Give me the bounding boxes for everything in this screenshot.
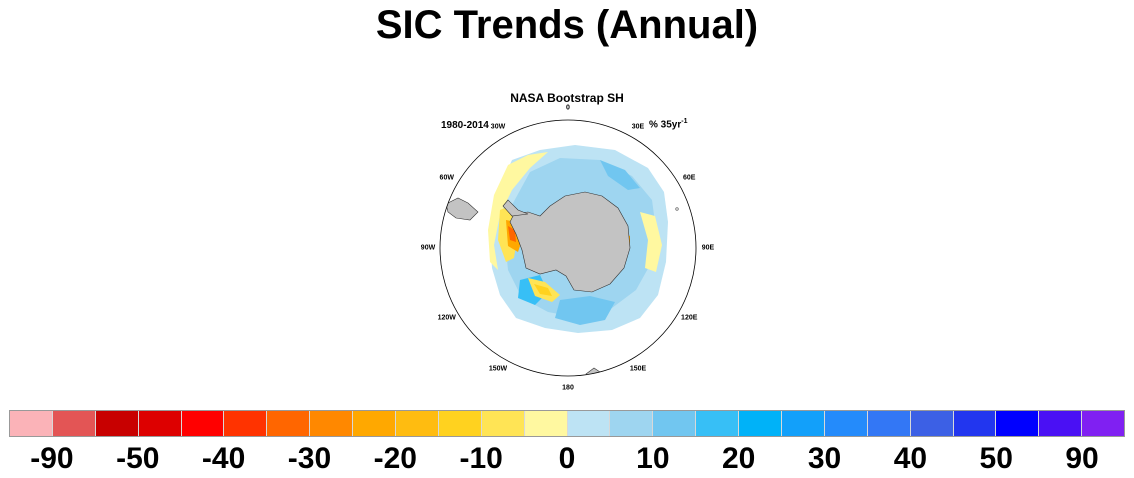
- antarctic-peninsula: [502, 199, 529, 217]
- colorbar-swatch: [1082, 411, 1125, 436]
- colorbar-swatch: [567, 411, 611, 436]
- longitude-label: 180: [562, 384, 574, 392]
- colorbar-swatch: [1039, 411, 1083, 436]
- south-america-landmass: [445, 197, 479, 221]
- colorbar-tick-label: 20: [722, 442, 756, 475]
- sea-ice-trend-area: [555, 296, 615, 325]
- colorbar-swatch: [782, 411, 825, 436]
- colorbar-swatch: [438, 411, 482, 436]
- sea-ice-trend-area: [600, 160, 640, 190]
- antarctica-landmass: [509, 191, 631, 293]
- colorbar-swatch: [953, 411, 997, 436]
- longitude-label: 0: [566, 104, 570, 112]
- colorbar-swatch: [481, 411, 525, 436]
- units-base: % 35yr: [649, 119, 682, 131]
- colorbar-tick-label: 90: [1065, 442, 1099, 475]
- colorbar-swatch: [996, 411, 1040, 436]
- colorbar-swatch: [610, 411, 654, 436]
- colorbar: [9, 410, 1125, 437]
- longitude-label: 30E: [631, 123, 645, 131]
- sea-ice-trend-area: [534, 284, 552, 296]
- units-label: % 35yr-1: [649, 118, 687, 130]
- longitude-label: 150W: [488, 365, 508, 373]
- colorbar-swatch: [524, 411, 568, 436]
- colorbar-swatch: [653, 411, 697, 436]
- longitude-label: 90E: [701, 244, 715, 252]
- sea-ice-trend-area: [640, 212, 662, 272]
- colorbar-tick-label: 50: [979, 442, 1013, 475]
- figure-title: SIC Trends (Annual): [375, 3, 759, 47]
- units-exponent: -1: [681, 118, 688, 125]
- colorbar-swatch: [224, 411, 268, 436]
- colorbar-tick-label: 30: [807, 442, 842, 475]
- colorbar-swatch: [52, 411, 96, 436]
- colorbar-swatch: [10, 411, 53, 436]
- new-zealand-landmass: [585, 367, 601, 376]
- colorbar-tick-label: 10: [636, 442, 670, 475]
- longitude-label: 60W: [439, 174, 454, 182]
- period-label: 1980-2014: [441, 120, 489, 131]
- colorbar-tick-label: -30: [287, 442, 332, 475]
- colorbar-tick-label: 0: [558, 442, 576, 475]
- map-boundary: [439, 119, 697, 377]
- colorbar-swatch: [181, 411, 225, 436]
- map-fill: [445, 145, 679, 376]
- colorbar-swatch: [824, 411, 868, 436]
- longitude-label: 150E: [629, 365, 647, 373]
- colorbar-swatch: [696, 411, 740, 436]
- colorbar-swatch: [396, 411, 439, 436]
- colorbar-swatch: [353, 411, 397, 436]
- colorbar-tick-label: 40: [893, 442, 928, 475]
- map-subtitle: NASA Bootstrap SH: [510, 91, 624, 105]
- longitude-label: 120W: [437, 314, 456, 322]
- colorbar-tick-label: -50: [116, 442, 160, 475]
- longitude-label: 60E: [683, 174, 696, 182]
- colorbar-swatch: [138, 411, 182, 436]
- longitude-label: 30W: [490, 123, 506, 131]
- colorbar-tick-label: -10: [459, 442, 503, 475]
- colorbar-swatch: [95, 411, 139, 436]
- colorbar-swatch: [910, 411, 954, 436]
- sea-ice-trend-area: [488, 152, 548, 270]
- colorbar-swatch: [310, 411, 354, 436]
- colorbar-tick-label: -40: [201, 442, 246, 475]
- colorbar-tick-label: -20: [373, 442, 417, 475]
- colorbar-swatch: [867, 411, 911, 436]
- island: [675, 207, 679, 211]
- colorbar-swatch: [739, 411, 783, 436]
- colorbar-tick-label: -90: [30, 442, 74, 475]
- longitude-label: 120E: [681, 314, 698, 322]
- colorbar-swatch: [267, 411, 311, 436]
- longitude-label: 90W: [420, 244, 436, 252]
